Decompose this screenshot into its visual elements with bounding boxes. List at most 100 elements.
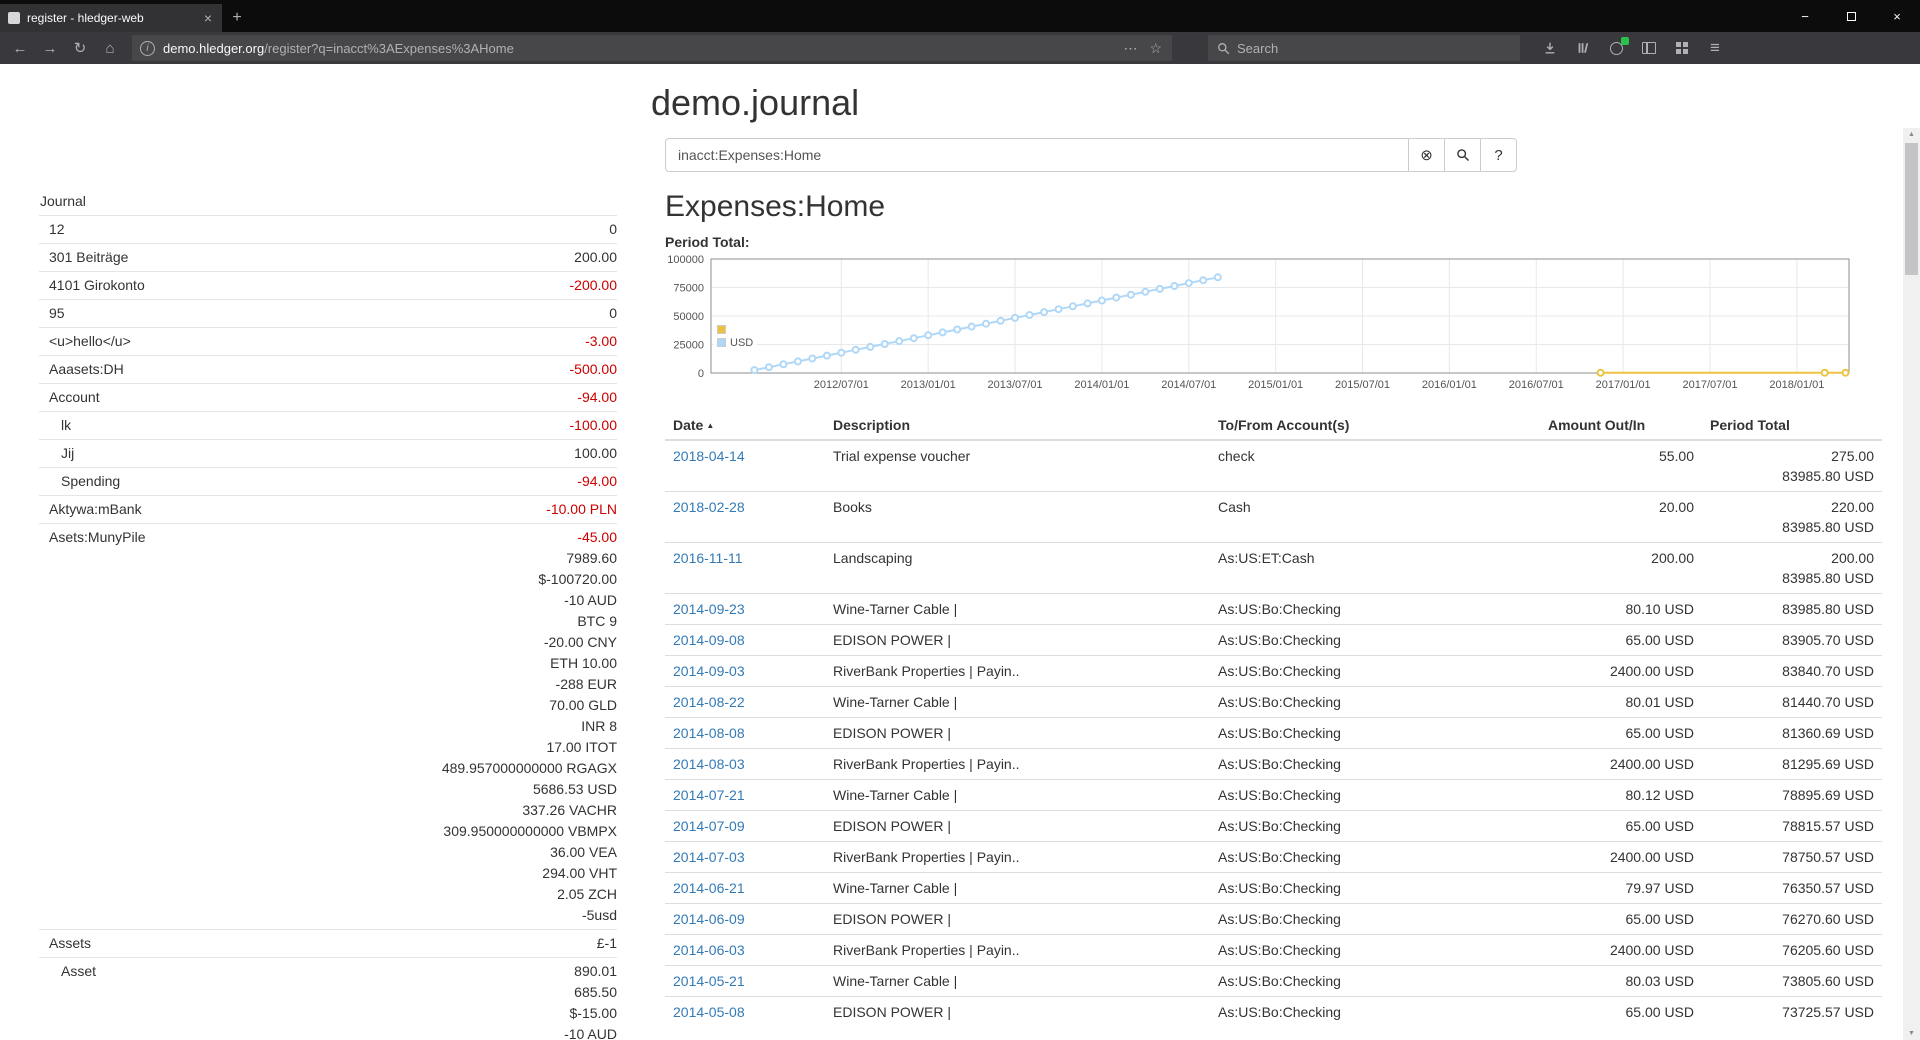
register-row[interactable]: 2014-06-09 EDISON POWER | As:US:Bo:Checkin… bbox=[665, 903, 1882, 935]
transaction-date-link[interactable]: 2014-07-09 bbox=[673, 818, 745, 834]
search-icon bbox=[1456, 149, 1469, 162]
balance-amount: 5686.53 USD bbox=[532, 781, 617, 797]
register-row[interactable]: 2018-02-28 Books Cash 20.00 220.00 83985.80 U… bbox=[665, 491, 1882, 543]
transaction-date-link[interactable]: 2014-08-08 bbox=[673, 725, 745, 741]
chart-legend: USD bbox=[713, 321, 758, 351]
browser-search-bar[interactable]: Search bbox=[1208, 35, 1520, 61]
transaction-date-link[interactable]: 2014-07-21 bbox=[673, 787, 745, 803]
register-row[interactable]: 2018-04-14 Trial expense voucher check 55.0… bbox=[665, 439, 1882, 492]
balance-amount: 200.00 bbox=[574, 249, 617, 265]
sidebar-account-row: Account -94.00 bbox=[39, 383, 617, 411]
transaction-date-link[interactable]: 2014-09-03 bbox=[673, 663, 745, 679]
amount-cell: 65.00 USD bbox=[1540, 717, 1702, 749]
register-row[interactable]: 2014-09-08 EDISON POWER | As:US:Bo:Checkin… bbox=[665, 624, 1882, 656]
hamburger-menu-icon[interactable]: ≡ bbox=[1710, 38, 1720, 57]
balance-amount: 0 bbox=[609, 221, 617, 237]
forward-icon[interactable]: → bbox=[42, 39, 58, 57]
minimize-button[interactable]: − bbox=[1801, 8, 1809, 24]
sidebar-account-row: 4101 Girokonto -200.00 bbox=[39, 271, 617, 299]
scroll-down-icon[interactable]: ▼ bbox=[1908, 1030, 1915, 1037]
maximize-button[interactable] bbox=[1828, 0, 1874, 32]
sidebar-account-link[interactable]: <u>hello</u> bbox=[49, 333, 131, 349]
site-info-icon[interactable]: i bbox=[140, 40, 155, 56]
reload-icon[interactable]: ↻ bbox=[73, 40, 87, 57]
register-row[interactable]: 2014-05-08 EDISON POWER | As:US:Bo:Checkin… bbox=[665, 996, 1882, 1027]
svg-text:100000: 100000 bbox=[667, 255, 704, 266]
svg-text:2017/01/01: 2017/01/01 bbox=[1596, 379, 1651, 391]
balance-amount: -10 AUD bbox=[564, 592, 617, 608]
sidebar-account-link[interactable]: Asets:MunyPile bbox=[49, 529, 146, 545]
transaction-date-link[interactable]: 2014-06-03 bbox=[673, 942, 745, 958]
sidebar-account-link[interactable]: Jij bbox=[61, 445, 75, 461]
register-row[interactable]: 2014-08-08 EDISON POWER | As:US:Bo:Checkin… bbox=[665, 717, 1882, 749]
sidebar-account-link[interactable]: lk bbox=[61, 417, 72, 433]
new-tab-button[interactable]: + bbox=[232, 9, 242, 26]
page-content: Journal 12 0 301 Beiträge 200.00 4101 Giroko… bbox=[0, 64, 1920, 1040]
legend-swatch bbox=[717, 338, 726, 347]
sidebar-account-link[interactable]: Aaasets:DH bbox=[49, 361, 124, 377]
bookmark-star-icon[interactable]: ☆ bbox=[1149, 39, 1162, 56]
scrollbar-thumb[interactable] bbox=[1905, 143, 1918, 275]
query-form: ⊗ ? bbox=[665, 138, 1517, 172]
column-header-date[interactable]: Date ▲ bbox=[665, 411, 825, 441]
back-icon[interactable]: ← bbox=[12, 39, 28, 57]
transaction-date-link[interactable]: 2014-05-21 bbox=[673, 973, 745, 989]
column-header-total: Period Total bbox=[1702, 411, 1882, 441]
journal-link[interactable]: Journal bbox=[40, 193, 86, 209]
scroll-up-icon[interactable]: ▲ bbox=[1908, 131, 1915, 138]
sidebar-account-link[interactable]: Account bbox=[49, 389, 100, 405]
register-row[interactable]: 2014-08-03 RiverBank Properties | Payin..… bbox=[665, 748, 1882, 780]
register-row[interactable]: 2014-09-23 Wine-Tarner Cable | As:US:Bo:Ch… bbox=[665, 593, 1882, 625]
account-cell: As:US:Bo:Checking bbox=[1210, 779, 1540, 811]
register-row[interactable]: 2014-07-09 EDISON POWER | As:US:Bo:Checkin… bbox=[665, 810, 1882, 842]
transaction-date-link[interactable]: 2014-09-23 bbox=[673, 601, 745, 617]
downloads-icon[interactable] bbox=[1536, 35, 1564, 61]
sidebar-account-link[interactable]: 301 Beiträge bbox=[49, 249, 129, 265]
transaction-date-link[interactable]: 2016-11-11 bbox=[673, 550, 743, 566]
transaction-date-link[interactable]: 2014-09-08 bbox=[673, 632, 745, 648]
balance-amount: -5usd bbox=[581, 907, 617, 923]
search-button[interactable] bbox=[1444, 138, 1481, 172]
register-row[interactable]: 2014-09-03 RiverBank Properties | Payin..… bbox=[665, 655, 1882, 687]
home-icon[interactable]: ⌂ bbox=[105, 39, 115, 57]
register-row[interactable]: 2014-06-03 RiverBank Properties | Payin..… bbox=[665, 934, 1882, 966]
transaction-date-link[interactable]: 2014-06-09 bbox=[673, 911, 745, 927]
library-icon[interactable] bbox=[1569, 35, 1597, 61]
transaction-date-link[interactable]: 2014-08-03 bbox=[673, 756, 745, 772]
page-scrollbar[interactable]: ▲ ▼ bbox=[1903, 128, 1920, 1040]
url-bar[interactable]: i demo.hledger.org/register?q=inacct%3AE… bbox=[132, 35, 1172, 61]
sidebar-account-link[interactable]: 12 bbox=[49, 221, 65, 237]
sidebar-account-link[interactable]: Assets bbox=[49, 935, 92, 951]
clear-query-button[interactable]: ⊗ bbox=[1408, 138, 1445, 172]
amount-cell: 80.12 USD bbox=[1540, 779, 1702, 811]
sidebar-account-row: Aktywa:mBank -10.00 PLN bbox=[39, 495, 617, 523]
register-row[interactable]: 2014-08-22 Wine-Tarner Cable | As:US:Bo:Ch… bbox=[665, 686, 1882, 718]
transaction-date-link[interactable]: 2014-05-08 bbox=[673, 1004, 745, 1020]
transaction-date-link[interactable]: 2014-06-21 bbox=[673, 880, 745, 896]
sidebar-account-link[interactable]: 95 bbox=[49, 305, 65, 321]
extension-icon[interactable] bbox=[1602, 35, 1630, 61]
close-button[interactable]: × bbox=[1893, 8, 1901, 24]
tab-close-icon[interactable]: × bbox=[203, 10, 212, 26]
transaction-date-link[interactable]: 2018-04-14 bbox=[673, 448, 745, 464]
browser-tab[interactable]: register - hledger-web × bbox=[0, 4, 222, 32]
page-actions-icon[interactable]: ⋯ bbox=[1123, 39, 1138, 56]
transaction-date-link[interactable]: 2014-07-03 bbox=[673, 849, 745, 865]
transaction-date-link[interactable]: 2014-08-22 bbox=[673, 694, 745, 710]
register-row[interactable]: 2014-07-21 Wine-Tarner Cable | As:US:Bo:Ch… bbox=[665, 779, 1882, 811]
sidebar-account-link[interactable]: Aktywa:mBank bbox=[49, 501, 142, 517]
sidebar-account-link[interactable]: 4101 Girokonto bbox=[49, 277, 145, 293]
query-input[interactable] bbox=[665, 138, 1409, 172]
register-row[interactable]: 2016-11-11 Landscaping As:US:ET:Cash 200.00… bbox=[665, 542, 1882, 594]
transaction-date-link[interactable]: 2018-02-28 bbox=[673, 499, 745, 515]
sidebar-account-link[interactable]: Spending bbox=[61, 473, 121, 489]
sidebar-toggle-icon[interactable] bbox=[1635, 35, 1663, 61]
register-row[interactable]: 2014-05-21 Wine-Tarner Cable | As:US:Bo:Ch… bbox=[665, 965, 1882, 997]
balance-amount: 70.00 GLD bbox=[549, 697, 617, 713]
svg-text:2015/07/01: 2015/07/01 bbox=[1335, 379, 1390, 391]
sidebar-account-link[interactable]: Asset bbox=[61, 963, 97, 979]
register-row[interactable]: 2014-06-21 Wine-Tarner Cable | As:US:Bo:Ch… bbox=[665, 872, 1882, 904]
apps-grid-icon[interactable] bbox=[1668, 35, 1696, 61]
register-row[interactable]: 2014-07-03 RiverBank Properties | Payin..… bbox=[665, 841, 1882, 873]
help-button[interactable]: ? bbox=[1480, 138, 1517, 172]
